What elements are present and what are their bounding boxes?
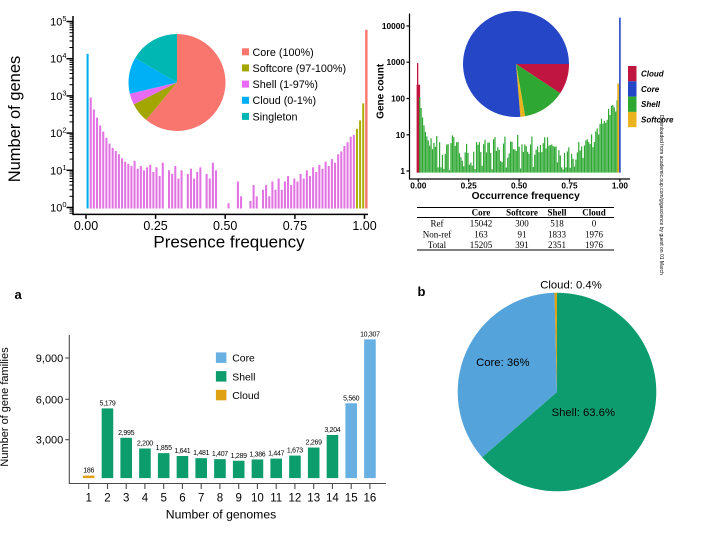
svg-text:0.25: 0.25: [143, 219, 167, 233]
svg-text:2,995: 2,995: [118, 430, 134, 437]
svg-text:15205: 15205: [470, 240, 493, 250]
svg-text:Shell (1-97%): Shell (1-97%): [253, 79, 318, 91]
svg-text:518: 518: [550, 219, 564, 229]
svg-text:3,204: 3,204: [324, 427, 340, 434]
svg-text:Core: Core: [641, 85, 660, 94]
svg-text:163: 163: [474, 230, 488, 240]
svg-text:0.00: 0.00: [74, 219, 98, 233]
svg-text:100: 100: [391, 94, 405, 104]
svg-text:14: 14: [326, 493, 339, 505]
svg-text:Occurrence frequency: Occurrence frequency: [472, 191, 580, 202]
svg-text:8: 8: [217, 493, 223, 505]
svg-text:Singleton: Singleton: [253, 111, 298, 123]
svg-text:15: 15: [345, 493, 358, 505]
svg-text:Presence frequency: Presence frequency: [153, 233, 305, 252]
svg-text:1976: 1976: [585, 230, 604, 240]
svg-text:Number of gene families: Number of gene families: [0, 347, 11, 467]
svg-text:0.75: 0.75: [561, 181, 578, 191]
svg-text:1,447: 1,447: [268, 451, 284, 458]
svg-text:Softcore: Softcore: [641, 115, 674, 124]
svg-text:3,000: 3,000: [36, 435, 64, 447]
svg-text:2: 2: [104, 493, 110, 505]
svg-text:Core (100%): Core (100%): [253, 47, 314, 59]
svg-text:15042: 15042: [470, 219, 493, 229]
svg-text:9: 9: [235, 493, 241, 505]
svg-text:1.00: 1.00: [612, 181, 629, 191]
svg-text:Softcore (97-100%): Softcore (97-100%): [253, 63, 347, 75]
svg-text:Cloud: Cloud: [582, 208, 606, 218]
svg-text:0.25: 0.25: [461, 181, 478, 191]
svg-text:5: 5: [160, 493, 166, 505]
svg-text:2,200: 2,200: [137, 441, 153, 448]
svg-text:10: 10: [251, 493, 264, 505]
svg-text:Shell: 63.6%: Shell: 63.6%: [552, 407, 615, 419]
svg-text:1976: 1976: [585, 240, 604, 250]
svg-text:0: 0: [592, 219, 597, 229]
svg-text:1,673: 1,673: [287, 448, 303, 455]
svg-text:Cloud: Cloud: [232, 391, 259, 402]
svg-text:91: 91: [518, 230, 527, 240]
svg-text:Cloud: Cloud: [641, 70, 665, 79]
svg-text:2351: 2351: [548, 240, 566, 250]
svg-text:2,269: 2,269: [306, 440, 322, 447]
svg-text:13: 13: [307, 493, 320, 505]
svg-text:Non-ref: Non-ref: [423, 230, 452, 240]
svg-text:b: b: [418, 284, 426, 299]
svg-text:Number of genes: Number of genes: [6, 56, 24, 183]
svg-text:1,386: 1,386: [249, 451, 265, 458]
svg-text:7: 7: [198, 493, 204, 505]
svg-text:Shell: Shell: [641, 100, 661, 109]
svg-text:0.50: 0.50: [213, 219, 237, 233]
svg-text:Core: Core: [472, 208, 491, 218]
svg-text:1: 1: [400, 166, 405, 176]
svg-text:0.75: 0.75: [283, 219, 307, 233]
svg-text:4: 4: [142, 493, 149, 505]
svg-text:1,641: 1,641: [174, 448, 190, 455]
svg-text:1000: 1000: [387, 57, 406, 67]
svg-text:10: 10: [396, 130, 406, 140]
svg-text:Cloud (0-1%): Cloud (0-1%): [253, 95, 317, 107]
svg-text:10000: 10000: [382, 21, 405, 31]
svg-text:0.50: 0.50: [511, 181, 528, 191]
svg-text:Ref: Ref: [431, 219, 444, 229]
svg-text:Total: Total: [428, 240, 447, 250]
svg-text:1,407: 1,407: [212, 451, 228, 458]
svg-text:12: 12: [289, 493, 302, 505]
svg-text:6,000: 6,000: [36, 394, 64, 406]
svg-text:1833: 1833: [548, 230, 567, 240]
svg-text:Shell: Shell: [547, 208, 567, 218]
svg-text:a: a: [15, 287, 23, 302]
svg-text:5,179: 5,179: [99, 400, 115, 407]
svg-text:1,481: 1,481: [193, 450, 209, 457]
svg-text:Cloud: 0.4%: Cloud: 0.4%: [540, 280, 602, 292]
svg-text:Gene count: Gene count: [376, 63, 387, 119]
svg-text:Number of genomes: Number of genomes: [166, 507, 276, 521]
svg-text:Core: 36%: Core: 36%: [476, 357, 529, 369]
svg-text:1,289: 1,289: [231, 453, 247, 460]
svg-text:11: 11: [270, 493, 282, 505]
svg-text:1,855: 1,855: [156, 445, 172, 452]
svg-text:Core: Core: [232, 354, 255, 365]
svg-text:1.00: 1.00: [352, 219, 376, 233]
svg-text:1: 1: [85, 493, 91, 505]
svg-text:16: 16: [364, 493, 377, 505]
svg-text:Shell: Shell: [232, 372, 255, 383]
svg-text:3: 3: [123, 493, 129, 505]
svg-text:391: 391: [515, 240, 529, 250]
svg-text:Softcore: Softcore: [506, 208, 538, 218]
svg-text:6: 6: [179, 493, 185, 505]
svg-text:9,000: 9,000: [36, 353, 64, 365]
svg-text:10,307: 10,307: [360, 331, 380, 338]
svg-text:5,560: 5,560: [343, 395, 359, 402]
svg-text:186: 186: [83, 468, 94, 475]
svg-text:0.00: 0.00: [410, 181, 427, 191]
svg-text:300: 300: [515, 219, 529, 229]
svg-text:Downloaded from academic.oup.c: Downloaded from academic.oup.com/gigasci…: [658, 115, 664, 275]
